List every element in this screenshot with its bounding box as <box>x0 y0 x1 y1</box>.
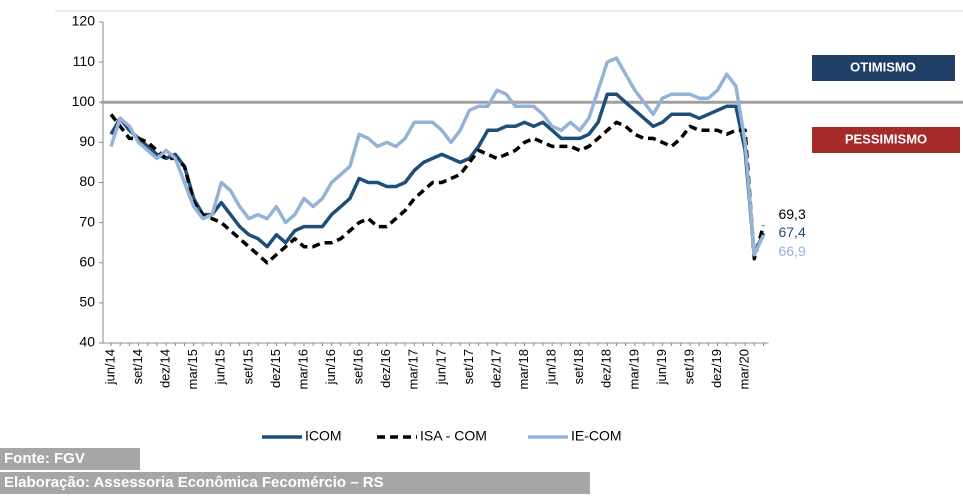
x-tick-label: mar/18 <box>516 349 531 389</box>
x-tick-label: mar/15 <box>185 349 200 389</box>
y-tick-label: 60 <box>79 253 95 269</box>
y-tick-label: 100 <box>72 93 96 109</box>
legend-label: ISA - COM <box>420 428 487 444</box>
x-tick-label: jun/18 <box>544 349 559 385</box>
x-tick-label: set/18 <box>571 349 586 384</box>
x-tick-label: dez/17 <box>488 349 503 388</box>
end-label: 69,3 <box>778 206 805 222</box>
source: Fonte: FGV <box>0 448 140 470</box>
x-tick-label: dez/14 <box>158 349 173 388</box>
y-tick-label: 90 <box>79 133 95 149</box>
x-tick-label: set/16 <box>351 349 366 384</box>
end-label: 66,9 <box>778 243 805 259</box>
x-tick-label: set/15 <box>240 349 255 384</box>
x-tick-label: mar/16 <box>295 349 310 389</box>
series-line <box>109 92 766 257</box>
y-tick-label: 110 <box>73 53 96 69</box>
x-tick-label: set/14 <box>130 349 145 384</box>
x-tick-label: jun/16 <box>323 349 338 385</box>
x-tick-label: jun/17 <box>433 349 448 385</box>
y-tick-label: 80 <box>79 173 95 189</box>
series-line <box>109 113 766 265</box>
x-tick-label: mar/17 <box>406 349 421 389</box>
y-tick-label: 50 <box>79 294 95 310</box>
y-tick-label: 120 <box>72 13 96 29</box>
end-label: 67,4 <box>778 224 805 240</box>
x-tick-label: mar/19 <box>626 349 641 389</box>
pessimism-box <box>812 127 960 153</box>
y-tick-label: 40 <box>79 334 95 350</box>
legend-label: IE-COM <box>571 428 622 444</box>
x-tick-label: jun/14 <box>102 349 117 385</box>
y-tick-label: 70 <box>79 213 95 229</box>
optimism-box <box>812 55 955 81</box>
series-line <box>109 56 766 257</box>
x-tick-label: jun/19 <box>654 349 669 385</box>
x-tick-label: mar/20 <box>737 349 752 389</box>
credit: Elaboração: Assessoria Econômica Fecomér… <box>0 472 590 494</box>
x-tick-label: set/17 <box>461 349 476 384</box>
x-tick-label: set/19 <box>681 349 696 384</box>
pessimism-label: PESSIMISMO <box>845 131 927 146</box>
x-tick-label: dez/16 <box>378 349 393 388</box>
optimism-label: OTIMISMO <box>850 59 916 74</box>
x-tick-label: dez/15 <box>268 349 283 388</box>
x-tick-label: jun/15 <box>213 349 228 385</box>
x-tick-label: dez/19 <box>709 349 724 388</box>
legend-label: ICOM <box>305 428 342 444</box>
x-tick-label: dez/18 <box>599 349 614 388</box>
